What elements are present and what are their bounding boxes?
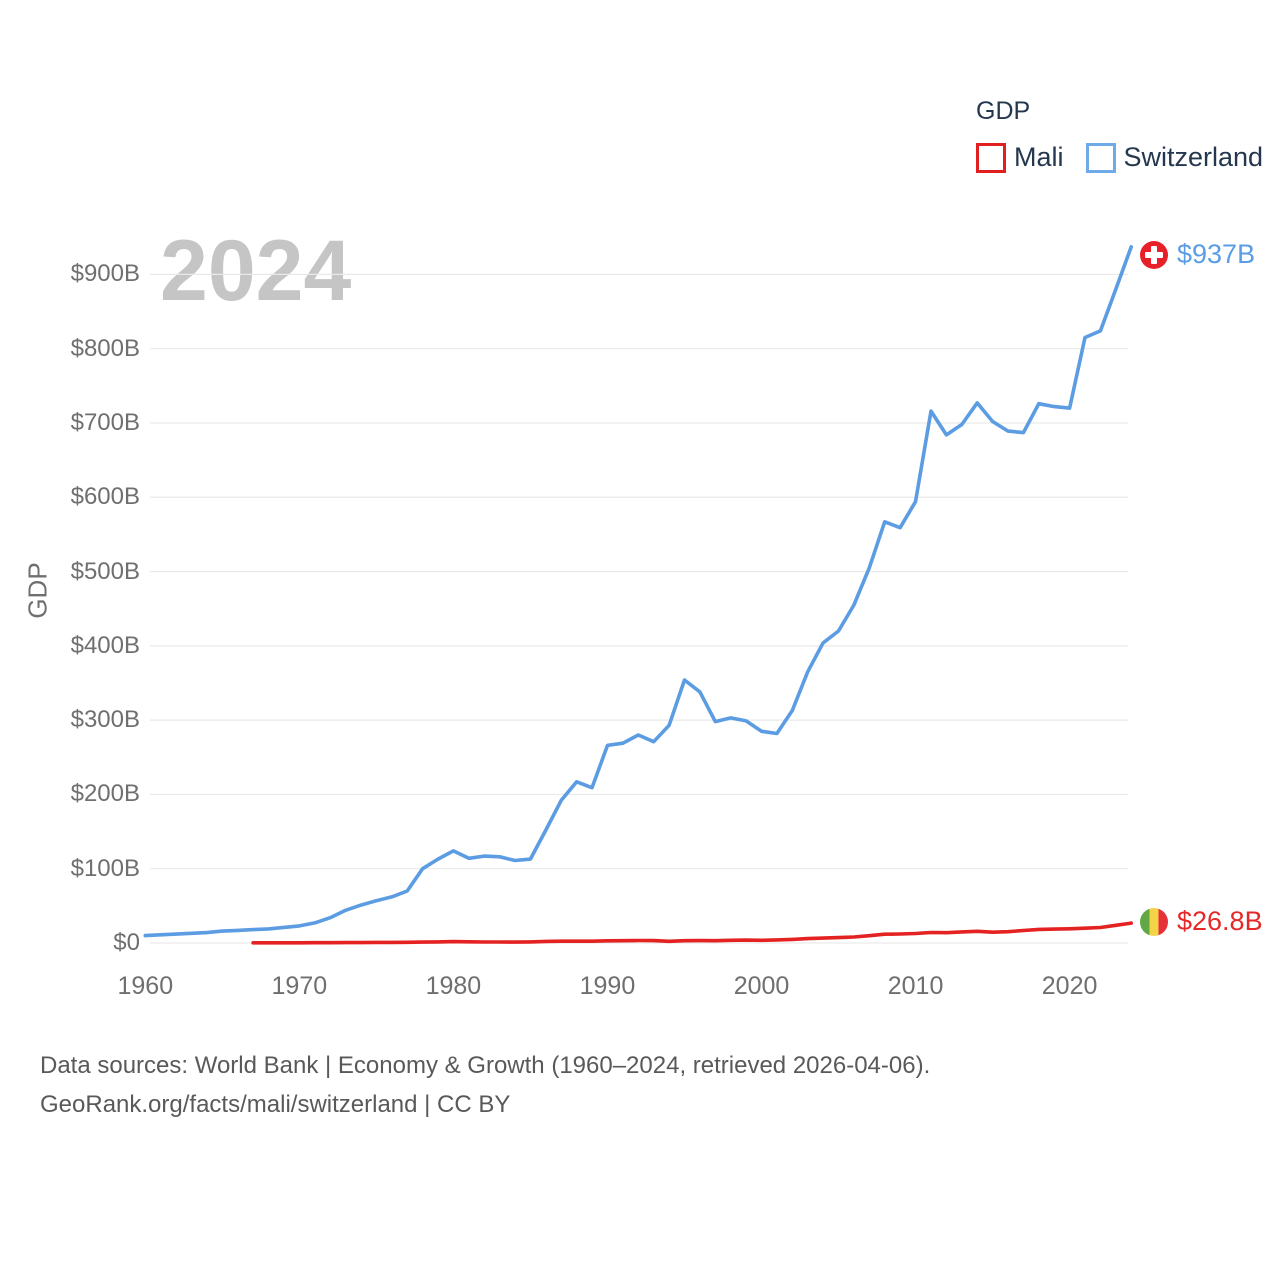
x-tick-label: 1960 <box>117 972 174 1000</box>
footer-attribution: GeoRank.org/facts/mali/switzerland | CC … <box>40 1091 511 1118</box>
year-watermark: 2024 <box>160 223 352 319</box>
x-tick-label: 2000 <box>733 972 790 1000</box>
series-line-mali <box>251 921 1133 945</box>
legend-label: Switzerland <box>1123 142 1264 172</box>
x-tick-label: 2010 <box>887 972 944 1000</box>
legend: GDP Mali Switzerland <box>976 97 1263 173</box>
y-tick-label: $0 <box>113 929 140 956</box>
mali-flag-icon <box>1140 907 1168 936</box>
mali-end-value: $26.8B <box>1177 906 1263 936</box>
footer-sources: Data sources: World Bank | Economy & Gro… <box>40 1052 931 1079</box>
legend-swatch-switzerland <box>1085 142 1116 173</box>
y-tick-label: $100B <box>70 854 140 882</box>
y-tick-label: $300B <box>70 706 140 734</box>
legend-swatch-mali <box>976 142 1006 173</box>
y-tick-label: $400B <box>70 631 140 659</box>
legend-items: Mali Switzerland <box>976 142 1263 173</box>
y-tick-label: $600B <box>70 483 140 511</box>
x-tick-label: 1990 <box>579 972 636 1000</box>
y-tick-label: $500B <box>70 557 140 585</box>
legend-label: Mali <box>1014 142 1064 172</box>
switzerland-end-label: $937B <box>1140 239 1255 270</box>
legend-item-switzerland[interactable]: Switzerland <box>1085 142 1264 173</box>
y-tick-label: $900B <box>70 260 140 288</box>
series-line-switzerland <box>143 245 1133 938</box>
mali-end-label: $26.8B <box>1140 906 1263 937</box>
y-tick-label: $800B <box>70 334 140 362</box>
switzerland-end-value: $937B <box>1177 239 1256 269</box>
x-tick-label: 2020 <box>1041 972 1098 1000</box>
x-tick-label: 1980 <box>425 972 482 1000</box>
legend-item-mali[interactable]: Mali <box>976 142 1064 173</box>
legend-title: GDP <box>976 97 1031 125</box>
x-tick-label: 1970 <box>271 972 328 1000</box>
y-tick-label: $200B <box>70 780 140 808</box>
switzerland-flag-icon <box>1140 240 1168 269</box>
footer: Data sources: World Bank | Economy & Gro… <box>40 1046 930 1124</box>
y-tick-label: $700B <box>70 408 140 436</box>
